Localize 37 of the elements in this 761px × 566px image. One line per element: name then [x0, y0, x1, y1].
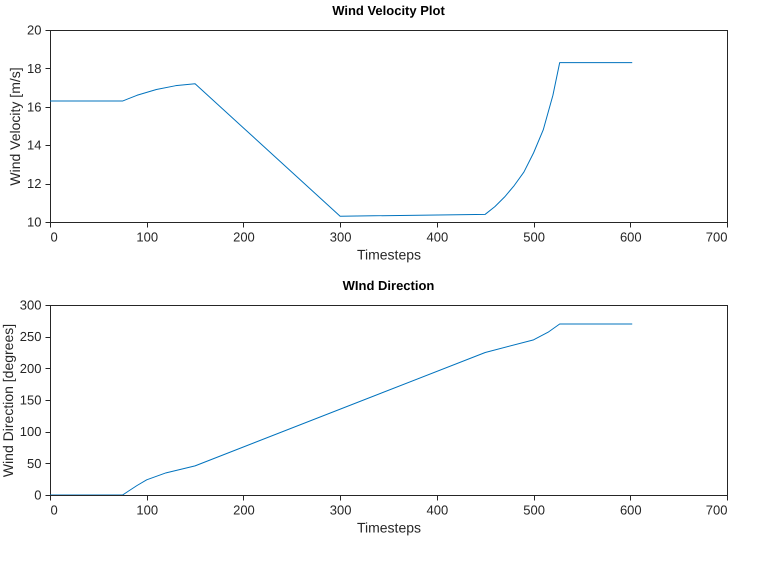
y-tick-label: 14: [27, 138, 42, 153]
chart-title: Wind Velocity Plot: [332, 3, 446, 18]
x-axis-title: Timesteps: [356, 520, 422, 536]
x-tick-label: 500: [523, 230, 545, 244]
x-tick-label: 100: [136, 230, 158, 244]
y-axis-title: Wind Velocity [m/s]: [7, 67, 24, 186]
y-tick-label: 150: [20, 392, 42, 408]
line-series: [50, 62, 633, 217]
x-tick-label: 0: [50, 502, 58, 518]
y-tick-label: 20: [27, 22, 42, 38]
x-axis-title: Timesteps: [356, 246, 422, 262]
y-tick-label: 18: [27, 60, 42, 76]
x-tick-label: 200: [233, 230, 255, 244]
y-tick-label: 16: [27, 99, 42, 114]
x-tick-label: 300: [330, 230, 352, 244]
chart-title: WInd Direction: [342, 278, 434, 293]
x-tick-label: 400: [426, 502, 448, 518]
y-tick-label: 10: [27, 214, 42, 230]
y-axis-title: Wind Direction [degrees]: [0, 324, 16, 478]
x-tick-label: 100: [136, 502, 158, 518]
x-tick-label: 700: [706, 502, 728, 518]
x-tick-label: 600: [620, 502, 642, 518]
x-tick-label: 600: [620, 230, 642, 244]
x-tick-label: 500: [523, 502, 545, 518]
y-tick-label: 12: [27, 176, 42, 192]
y-tick-label: 200: [20, 360, 42, 376]
x-tick-label: 200: [233, 502, 255, 518]
y-tick-label: 100: [20, 424, 42, 440]
x-tick-label: 0: [50, 230, 58, 244]
y-tick-label: 0: [34, 488, 42, 502]
x-tick-label: 700: [706, 230, 728, 244]
x-tick-label: 400: [426, 230, 448, 244]
y-tick-label: 300: [20, 298, 42, 312]
y-tick-label: 50: [27, 456, 42, 471]
x-tick-label: 300: [330, 502, 352, 518]
y-tick-label: 250: [20, 329, 42, 344]
line-series: [50, 324, 633, 495]
